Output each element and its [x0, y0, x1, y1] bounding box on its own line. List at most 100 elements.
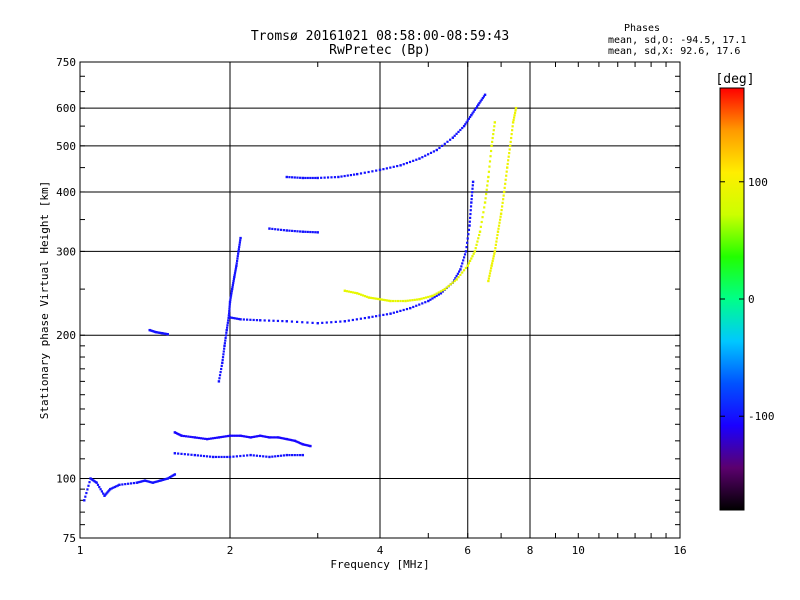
data-point	[230, 290, 233, 293]
data-point	[478, 230, 482, 233]
data-point	[224, 334, 228, 337]
data-point	[170, 475, 173, 478]
data-point	[127, 482, 130, 485]
data-point	[424, 154, 427, 157]
data-point	[363, 295, 367, 298]
data-point	[152, 481, 156, 484]
data-point	[439, 292, 443, 295]
data-point	[474, 247, 477, 250]
data-point	[86, 488, 89, 491]
x-axis-label: Frequency [MHz]	[330, 558, 429, 571]
data-point	[496, 230, 500, 233]
data-point	[461, 126, 464, 130]
data-point	[404, 299, 407, 303]
data-point	[480, 98, 483, 101]
data-point	[371, 297, 374, 300]
data-point	[311, 321, 314, 324]
data-point	[367, 316, 371, 319]
data-point	[488, 160, 492, 163]
data-point	[235, 455, 238, 458]
data-point	[183, 453, 186, 456]
data-point	[394, 299, 397, 303]
data-point	[389, 312, 392, 315]
data-point	[255, 454, 259, 457]
data-point	[490, 264, 493, 267]
stats-o-line: mean, sd,O: -94.5, 17.1	[608, 35, 746, 46]
data-point	[230, 434, 233, 437]
data-point	[223, 455, 226, 459]
data-point	[252, 435, 255, 438]
stats-x-line: mean, sd,X: 92.6, 17.6	[608, 46, 740, 57]
data-point	[437, 293, 440, 296]
data-point	[296, 230, 299, 233]
data-point	[137, 481, 140, 484]
data-point	[292, 439, 295, 442]
data-point	[230, 292, 233, 295]
data-point	[359, 172, 363, 175]
data-point	[282, 454, 285, 457]
data-point	[224, 336, 227, 340]
data-point	[208, 455, 212, 458]
data-point	[225, 435, 228, 438]
data-point	[435, 292, 438, 295]
data-point	[263, 435, 266, 438]
data-point	[330, 321, 333, 324]
data-point	[189, 435, 192, 438]
colorbar-tick-label: -100	[748, 410, 775, 423]
data-point	[237, 250, 240, 253]
data-point	[399, 309, 402, 313]
data-point	[291, 439, 294, 442]
data-point	[470, 113, 473, 117]
data-point	[304, 176, 307, 180]
data-point	[469, 212, 472, 216]
data-point	[488, 272, 492, 275]
data-point	[221, 356, 225, 359]
data-point	[455, 278, 458, 281]
data-point	[441, 290, 444, 293]
data-point	[445, 286, 448, 289]
data-point	[201, 437, 205, 440]
data-point	[178, 433, 181, 436]
data-point	[290, 320, 294, 323]
data-point	[246, 454, 249, 457]
data-point	[477, 237, 480, 240]
data-point	[511, 129, 514, 132]
data-point	[234, 268, 237, 271]
data-point	[193, 453, 197, 457]
data-point	[347, 319, 350, 322]
data-point	[333, 176, 337, 179]
data-point	[104, 493, 107, 496]
data-point	[488, 274, 491, 277]
data-point	[502, 198, 505, 201]
data-point	[158, 479, 161, 483]
data-point	[402, 308, 405, 312]
data-point	[254, 435, 257, 438]
data-point	[473, 108, 476, 112]
data-point	[514, 109, 517, 112]
data-point	[429, 295, 432, 298]
data-point	[396, 310, 399, 313]
data-point	[191, 436, 194, 439]
data-point	[173, 452, 177, 455]
data-point	[262, 435, 265, 438]
data-point	[435, 148, 438, 152]
data-point	[228, 434, 232, 437]
data-point	[139, 480, 142, 483]
chart-title-line1: Tromsø 20161021 08:58:00-08:59:43	[251, 29, 509, 44]
data-point	[396, 164, 399, 168]
data-point	[237, 434, 240, 437]
data-point	[387, 299, 390, 302]
data-point	[418, 157, 421, 160]
data-point	[227, 319, 230, 322]
data-point	[483, 206, 486, 209]
data-point	[102, 492, 105, 495]
data-point	[252, 318, 255, 322]
data-point	[217, 380, 221, 383]
data-point	[472, 110, 475, 113]
data-point	[228, 303, 231, 306]
data-point	[165, 477, 168, 480]
data-point	[224, 339, 227, 342]
data-point	[143, 479, 147, 482]
data-point	[485, 188, 488, 191]
data-point	[167, 476, 171, 479]
